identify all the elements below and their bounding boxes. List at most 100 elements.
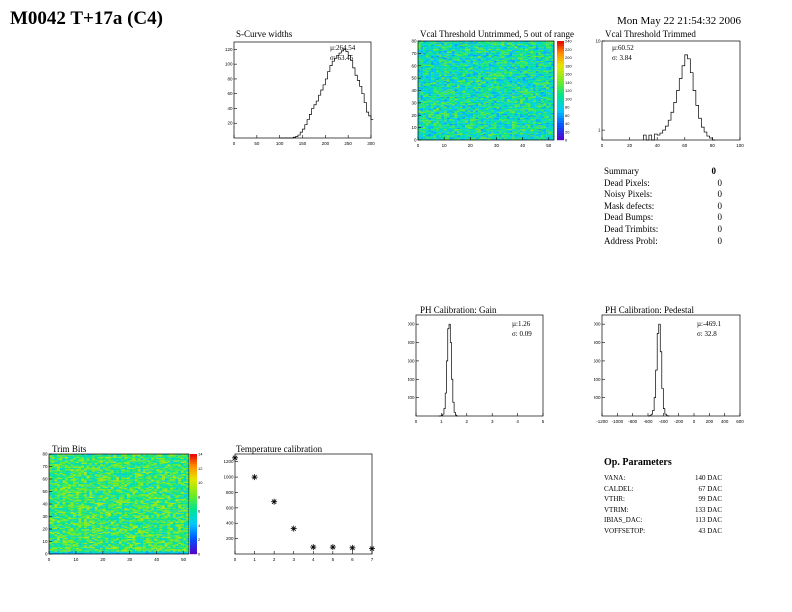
heatmap-cell <box>444 127 447 130</box>
heatmap-cell <box>438 137 442 139</box>
heatmap-cell <box>475 62 479 64</box>
heatmap-cell <box>454 69 458 71</box>
heatmap-cell <box>543 58 547 60</box>
heatmap-cell <box>512 132 515 134</box>
heatmap-cell <box>548 114 552 116</box>
heatmap-cell <box>478 137 481 139</box>
heatmap-cell <box>65 531 68 533</box>
heatmap-cell <box>488 75 492 78</box>
heatmap-cell <box>486 122 489 125</box>
heatmap-cell <box>459 74 463 76</box>
heatmap-cell <box>65 502 68 505</box>
heatmap-cell <box>446 125 450 127</box>
heatmap-cell <box>423 62 426 64</box>
heatmap-cell <box>493 69 497 71</box>
heatmap-cell <box>438 60 442 63</box>
heatmap-cell <box>425 54 429 56</box>
heatmap-cell <box>420 135 424 137</box>
heatmap-cell <box>535 105 539 107</box>
heatmap-cell <box>436 120 440 122</box>
heatmap-cell <box>551 111 555 113</box>
heatmap-cell <box>67 504 71 506</box>
heatmap-cell <box>470 107 474 110</box>
heatmap-cell <box>436 112 440 115</box>
heatmap-cell <box>457 123 460 126</box>
heatmap-cell <box>467 68 471 70</box>
heatmap-cell <box>465 57 468 59</box>
heatmap-cell <box>444 55 447 58</box>
heatmap-cell <box>538 132 542 134</box>
heatmap-cell <box>525 89 528 91</box>
heatmap-cell <box>486 76 489 79</box>
heatmap-cell <box>535 126 539 128</box>
heatmap-cell <box>462 47 466 49</box>
heatmap-cell <box>423 44 426 47</box>
heatmap-cell <box>514 115 518 117</box>
heatmap-cell <box>418 120 421 122</box>
heatmap-cell <box>449 105 453 107</box>
heatmap-cell <box>452 88 455 90</box>
heatmap-cell <box>425 85 429 87</box>
heatmap-cell <box>527 50 531 53</box>
heatmap-cell <box>538 68 542 70</box>
heatmap-cell <box>454 112 458 115</box>
heatmap-cell <box>420 117 424 120</box>
heatmap-cell <box>488 62 492 64</box>
heatmap-cell <box>49 535 52 537</box>
heatmap-cell <box>57 522 60 525</box>
heatmap-cell <box>517 106 521 108</box>
heatmap-cell <box>420 55 424 58</box>
heatmap-cell <box>533 62 536 64</box>
scurve-mean: µ:264.54 <box>330 44 356 52</box>
heatmap-cell <box>54 516 58 518</box>
heatmap-cell <box>431 135 434 137</box>
heatmap-cell <box>496 110 500 112</box>
heatmap-cell <box>499 68 502 70</box>
heatmap-cell <box>457 79 460 81</box>
heatmap-cell <box>420 92 424 95</box>
heatmap-cell <box>488 107 492 110</box>
heatmap-cell <box>49 489 52 491</box>
heatmap-cell <box>486 101 489 104</box>
heatmap-cell <box>59 532 63 535</box>
heatmap-cell <box>467 80 471 82</box>
heatmap-cell <box>57 464 60 466</box>
heatmap-cell <box>530 85 534 87</box>
heatmap-cell <box>499 91 502 94</box>
heatmap-cell <box>530 128 534 131</box>
heatmap-cell <box>59 511 63 513</box>
heatmap-cell <box>525 92 528 95</box>
heatmap-cell <box>475 80 479 82</box>
heatmap-cell <box>512 133 515 136</box>
heatmap-cell <box>488 91 492 94</box>
heatmap-cell <box>449 121 453 123</box>
heatmap-cell <box>457 94 460 96</box>
heatmap-cell <box>425 101 429 104</box>
heatmap-cell <box>436 89 440 91</box>
heatmap-cell <box>449 75 453 78</box>
heatmap-cell <box>54 522 58 525</box>
heatmap-cell <box>428 123 432 126</box>
colorbar-segment <box>557 130 564 133</box>
x-tick-label: 0 <box>693 419 696 424</box>
heatmap-cell <box>431 66 434 69</box>
heatmap-cell <box>418 107 421 110</box>
heatmap-cell <box>467 120 471 122</box>
heatmap-cell <box>504 65 508 68</box>
heatmap-cell <box>441 94 445 96</box>
heatmap-cell <box>506 122 510 125</box>
heatmap-cell <box>420 45 424 48</box>
heatmap-cell <box>436 102 440 105</box>
heatmap-cell <box>431 53 434 55</box>
heatmap-cell <box>446 80 450 82</box>
heatmap-cell <box>444 117 447 120</box>
heatmap-cell <box>433 118 437 121</box>
heatmap-cell <box>478 92 481 95</box>
heatmap-cell <box>525 105 528 107</box>
heatmap-cell <box>462 68 466 70</box>
heatmap-cell <box>436 100 440 102</box>
heatmap-cell <box>462 96 466 99</box>
heatmap-cell <box>506 123 510 126</box>
heatmap-cell <box>472 62 476 64</box>
heatmap-cell <box>506 83 510 85</box>
